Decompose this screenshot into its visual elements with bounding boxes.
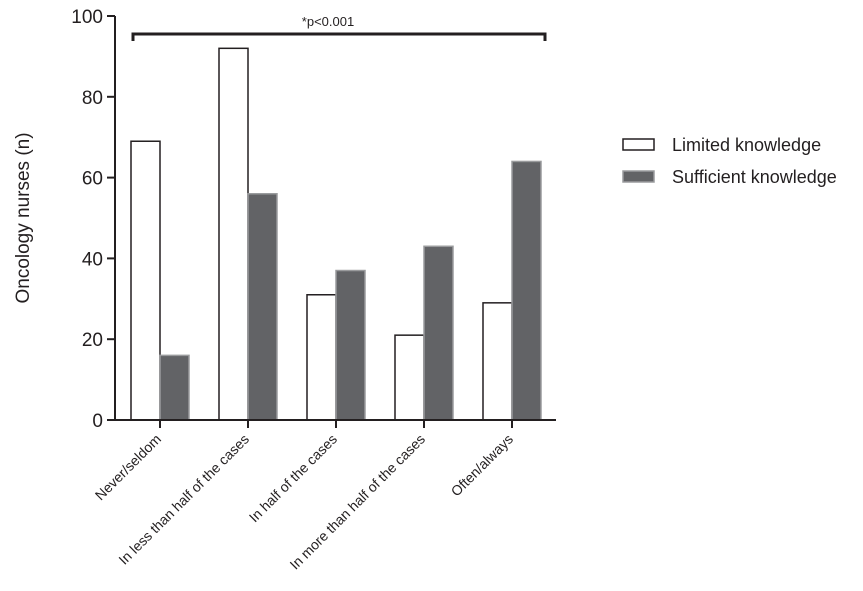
bar-sufficient-3: [335, 269, 366, 421]
y-axis-title: Oncology nurses (n): [13, 132, 34, 303]
bar-limited-1: [130, 140, 161, 421]
bar-sufficient-2: [247, 193, 278, 421]
legend-swatch-sufficient-knowledge: [622, 170, 655, 183]
y-tick-label: 100: [71, 7, 103, 28]
y-tick-label: 40: [82, 249, 103, 270]
x-tick-label: Never/seldom: [92, 431, 164, 503]
legend: Limited knowledge Sufficient knowledge: [622, 135, 837, 187]
legend-label-sufficient-knowledge: Sufficient knowledge: [672, 167, 837, 187]
bar-sufficient-1: [159, 354, 190, 421]
legend-swatch-limited-knowledge: [622, 138, 655, 151]
bar-limited-2: [218, 47, 249, 421]
bar-sufficient-5: [511, 160, 542, 421]
y-tick-label: 0: [92, 411, 103, 432]
x-tick-label: In half of the cases: [246, 431, 340, 525]
x-tick-label: Often/always: [448, 431, 517, 500]
significance-label: *p<0.001: [302, 14, 354, 29]
y-tick-label: 80: [82, 88, 103, 109]
legend-label-limited-knowledge: Limited knowledge: [672, 135, 821, 155]
bars-layer: [130, 47, 542, 421]
y-tick-label: 60: [82, 169, 103, 190]
bar-sufficient-4: [423, 245, 454, 421]
bar-limited-4: [394, 334, 425, 421]
bar-limited-3: [306, 294, 337, 421]
bar-limited-5: [482, 302, 513, 421]
y-ticks: 0 20 40 60 80 100: [71, 7, 115, 432]
y-tick-label: 20: [82, 330, 103, 351]
significance-bracket-line: [131, 32, 547, 41]
significance-bracket: *p<0.001: [131, 14, 547, 41]
